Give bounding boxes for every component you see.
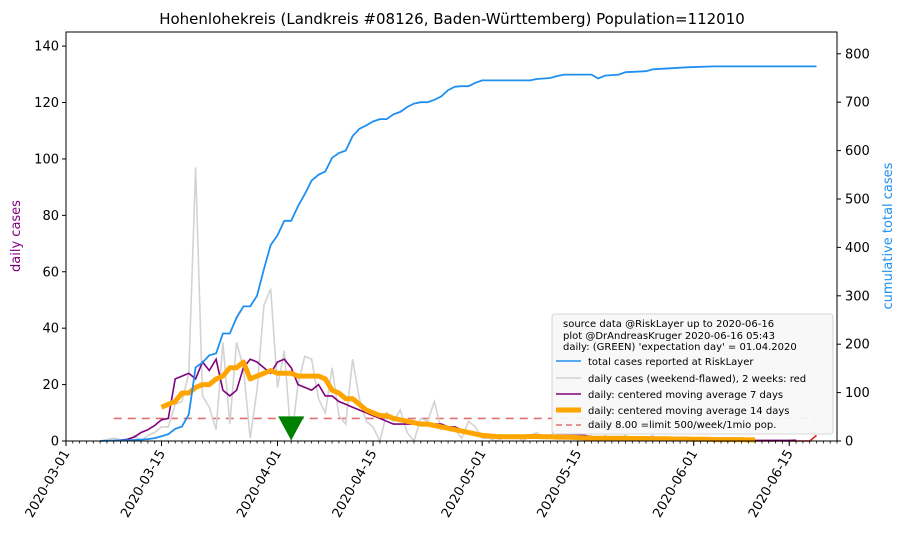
y-tick-label-left: 140 (34, 40, 59, 55)
marker-layer (278, 416, 305, 441)
y-tick-label-right: 600 (845, 144, 870, 159)
y-tick-label-left: 40 (42, 322, 59, 337)
y-tick-label-left: 120 (34, 96, 59, 111)
chart-title: Hohenlohekreis (Landkreis #08126, Baden-… (159, 10, 745, 28)
x-tick-label: 2020-03-01 (23, 448, 74, 521)
y-tick-label-right: 200 (845, 338, 870, 353)
x-tick-label: 2020-05-01 (439, 448, 490, 521)
x-tick-label: 2020-03-15 (118, 448, 169, 521)
y-tick-label-left: 100 (34, 152, 59, 167)
y-tick-label-right: 800 (845, 47, 870, 62)
y-tick-label-right: 500 (845, 192, 870, 207)
ma14-layer (160, 359, 756, 443)
legend-header-line: plot @DrAndreasKruger 2020-06-16 05:43 (563, 331, 775, 342)
legend: source data @RiskLayer up to 2020-06-16 … (551, 313, 834, 435)
y-tick-label-right: 0 (845, 435, 853, 450)
plot-frame (65, 31, 838, 442)
x-axis: 2020-03-01 2020-03-15 2020-04-01 2020-04-15… (23, 441, 838, 521)
expectation-day-marker (278, 416, 305, 441)
y-tick-label-left: 20 (42, 378, 59, 393)
legend-entry-daily: daily cases (weekend-flawed), 2 weeks: r… (588, 374, 806, 385)
x-tick-label: 2020-06-15 (746, 448, 797, 521)
y-tick-label-right: 400 (845, 241, 870, 256)
x-tick-label: 2020-04-01 (234, 448, 285, 521)
right-axis: 0 100 200 300 400 500 600 700 800 (837, 47, 870, 450)
legend-box (551, 313, 834, 435)
y-tick-label-left: 60 (42, 265, 59, 280)
x-tick-label: 2020-04-15 (330, 448, 381, 521)
legend-entry-ma14: daily: centered moving average 14 days (588, 406, 789, 417)
left-axis: 0 20 40 60 80 100 120 140 (34, 40, 66, 450)
y-axis-label-left: daily cases (9, 200, 24, 272)
series-ma14-line (160, 359, 756, 443)
y-tick-label-left: 80 (42, 209, 59, 224)
legend-entry-limit: daily 8.00 =limit 500/week/1mio pop. (588, 420, 776, 431)
x-tick-label: 2020-05-15 (534, 448, 585, 521)
cum-layer (100, 65, 817, 442)
y-tick-label-left: 0 (51, 435, 59, 450)
legend-entry-cumulative: total cases reported at RiskLayer (588, 357, 754, 368)
y-axis-label-right: cumulative total cases (881, 162, 896, 309)
series-cumulative-line (100, 65, 817, 442)
y-tick-label-right: 700 (845, 96, 870, 111)
legend-header-line: daily: (GREEN) 'expectation day' = 01.04… (563, 342, 797, 353)
y-tick-label-right: 100 (845, 386, 870, 401)
x-tick-label: 2020-06-01 (650, 448, 701, 521)
legend-entry-ma7: daily: centered moving average 7 days (588, 390, 783, 401)
legend-header-line: source data @RiskLayer up to 2020-06-16 (563, 319, 774, 330)
y-tick-label-right: 300 (845, 289, 870, 304)
